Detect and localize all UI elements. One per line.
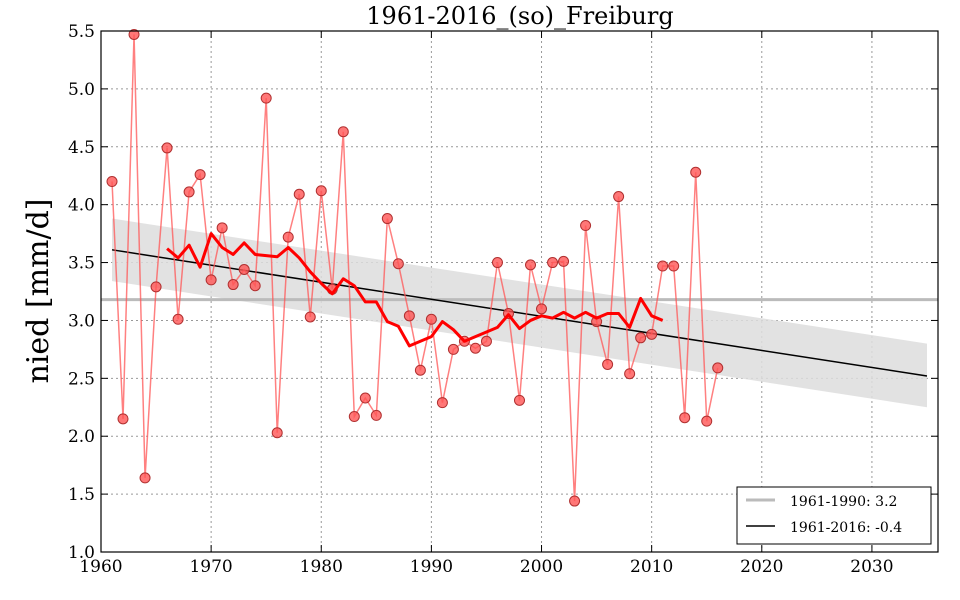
annual-data-point — [117, 413, 129, 425]
annual-data-point — [657, 260, 669, 272]
annual-data-point — [701, 415, 713, 427]
annual-data-point — [194, 169, 206, 181]
annual-data-point — [624, 368, 636, 380]
x-axis: 1960 1970 1980 1990 2000 2010 2020 2030 — [79, 31, 894, 577]
x-tick-label: 1960 — [79, 557, 122, 577]
annual-data-point — [558, 255, 570, 267]
annual-data-point — [183, 186, 195, 198]
annual-data-point — [260, 92, 272, 104]
trend-line-layer — [111, 249, 928, 377]
running-mean-line — [166, 232, 664, 348]
annual-data-point — [425, 313, 437, 325]
annual-data-point — [238, 264, 250, 276]
annual-data-point — [249, 280, 261, 292]
x-tick-label: 2000 — [520, 557, 563, 577]
annual-data-point — [216, 222, 228, 234]
annual-data-point — [547, 257, 559, 269]
annual-data-point — [150, 281, 162, 293]
annual-data-point — [469, 342, 481, 354]
chart-title: 1961-2016_(so)_Freiburg — [366, 2, 673, 30]
x-tick-label: 2020 — [740, 557, 783, 577]
annual-data-point — [161, 142, 173, 154]
series-layer — [106, 28, 724, 507]
trend-line — [111, 249, 928, 377]
annual-data-point — [359, 392, 371, 404]
x-tick-label: 1990 — [410, 557, 453, 577]
legend-box — [736, 486, 932, 545]
annual-data-point — [282, 231, 294, 243]
annual-data-point — [304, 311, 316, 323]
x-tick-label: 1970 — [189, 557, 232, 577]
legend-reference-label: 1961-1990: 3.2 — [790, 494, 897, 510]
annual-data-point — [403, 310, 415, 322]
annual-data-point — [514, 394, 525, 406]
y-axis-label: nied [mm/d] — [21, 198, 56, 383]
annual-data-point — [139, 472, 151, 484]
legend: 1961-1990: 3.2 1961-2016: -0.4 — [736, 486, 932, 545]
annual-data-point — [536, 303, 548, 315]
annual-data-point — [447, 343, 459, 355]
x-tick-label: 2010 — [630, 557, 673, 577]
annual-data-point — [679, 412, 691, 424]
annual-data-point — [172, 313, 184, 325]
annual-data-point — [602, 358, 614, 370]
x-tick-label: 2030 — [850, 557, 893, 577]
x-tick-label: 1980 — [300, 557, 343, 577]
annual-data-point — [392, 258, 404, 270]
annual-data-point — [569, 495, 581, 507]
annual-data-point — [712, 362, 724, 374]
annual-data-point — [635, 332, 647, 344]
y-axis: 1.0 1.5 2.0 2.5 3.0 3.5 4.0 4.5 5.0 5.5 — [68, 22, 938, 563]
y-tick-label: 1.5 — [68, 485, 95, 505]
annual-data-point — [613, 191, 625, 203]
y-tick-label: 3.0 — [68, 311, 95, 331]
y-tick-label: 3.5 — [68, 254, 95, 274]
legend-trend-label: 1961-2016: -0.4 — [790, 520, 902, 536]
annual-data-point — [106, 176, 118, 188]
annual-data-point — [271, 427, 283, 439]
annual-data-point — [668, 260, 680, 272]
annual-data-point — [480, 335, 492, 347]
annual-data-point — [491, 257, 503, 269]
annual-data-point — [315, 185, 327, 197]
annual-data-point — [436, 397, 448, 409]
annual-data-point — [227, 279, 239, 291]
annual-data-point — [348, 411, 360, 423]
annual-data-point — [381, 213, 393, 225]
y-tick-label: 2.0 — [68, 427, 95, 447]
y-tick-label: 1.0 — [68, 543, 95, 563]
annual-data-point — [293, 188, 305, 200]
y-tick-label: 2.5 — [68, 369, 95, 389]
y-tick-label: 4.0 — [68, 196, 95, 216]
annual-data-point — [205, 274, 217, 286]
annual-data-point — [690, 166, 702, 178]
annual-data-point — [128, 28, 140, 40]
y-tick-label: 5.5 — [68, 22, 95, 42]
annual-data-point — [370, 409, 382, 421]
annual-data-point — [337, 126, 349, 138]
y-tick-label: 5.0 — [68, 80, 95, 100]
annual-data-point — [414, 364, 426, 376]
annual-data-point — [525, 259, 537, 271]
plot-frame — [100, 30, 939, 553]
y-tick-label: 4.5 — [68, 138, 95, 158]
annual-data-point — [580, 220, 592, 232]
annual-data-point — [646, 328, 658, 340]
